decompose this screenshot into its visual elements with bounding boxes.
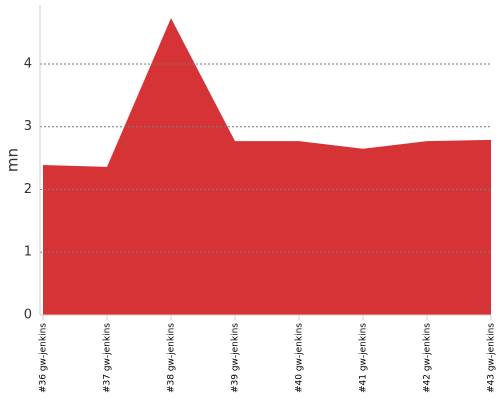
- x-tick-label: #41 gw-jenkins: [359, 323, 369, 393]
- x-tick-label: #43 gw-jenkins: [487, 323, 497, 393]
- y-tick-label: 0: [24, 308, 32, 323]
- x-tick-label: #40 gw-jenkins: [295, 323, 305, 393]
- y-tick-label: 3: [24, 119, 32, 134]
- y-tick-label: 2: [24, 182, 32, 197]
- y-tick-label: 4: [24, 56, 32, 71]
- area: [43, 18, 491, 316]
- x-tick-label: #36 gw-jenkins: [39, 323, 49, 393]
- y-axis-label: mn: [4, 148, 22, 172]
- y-tick-label: 1: [24, 245, 32, 260]
- x-tick-label: #38 gw-jenkins: [167, 323, 177, 393]
- x-tick-label: #42 gw-jenkins: [423, 323, 433, 393]
- x-tick-label: #39 gw-jenkins: [231, 323, 241, 393]
- x-tick-label: #37 gw-jenkins: [103, 323, 113, 393]
